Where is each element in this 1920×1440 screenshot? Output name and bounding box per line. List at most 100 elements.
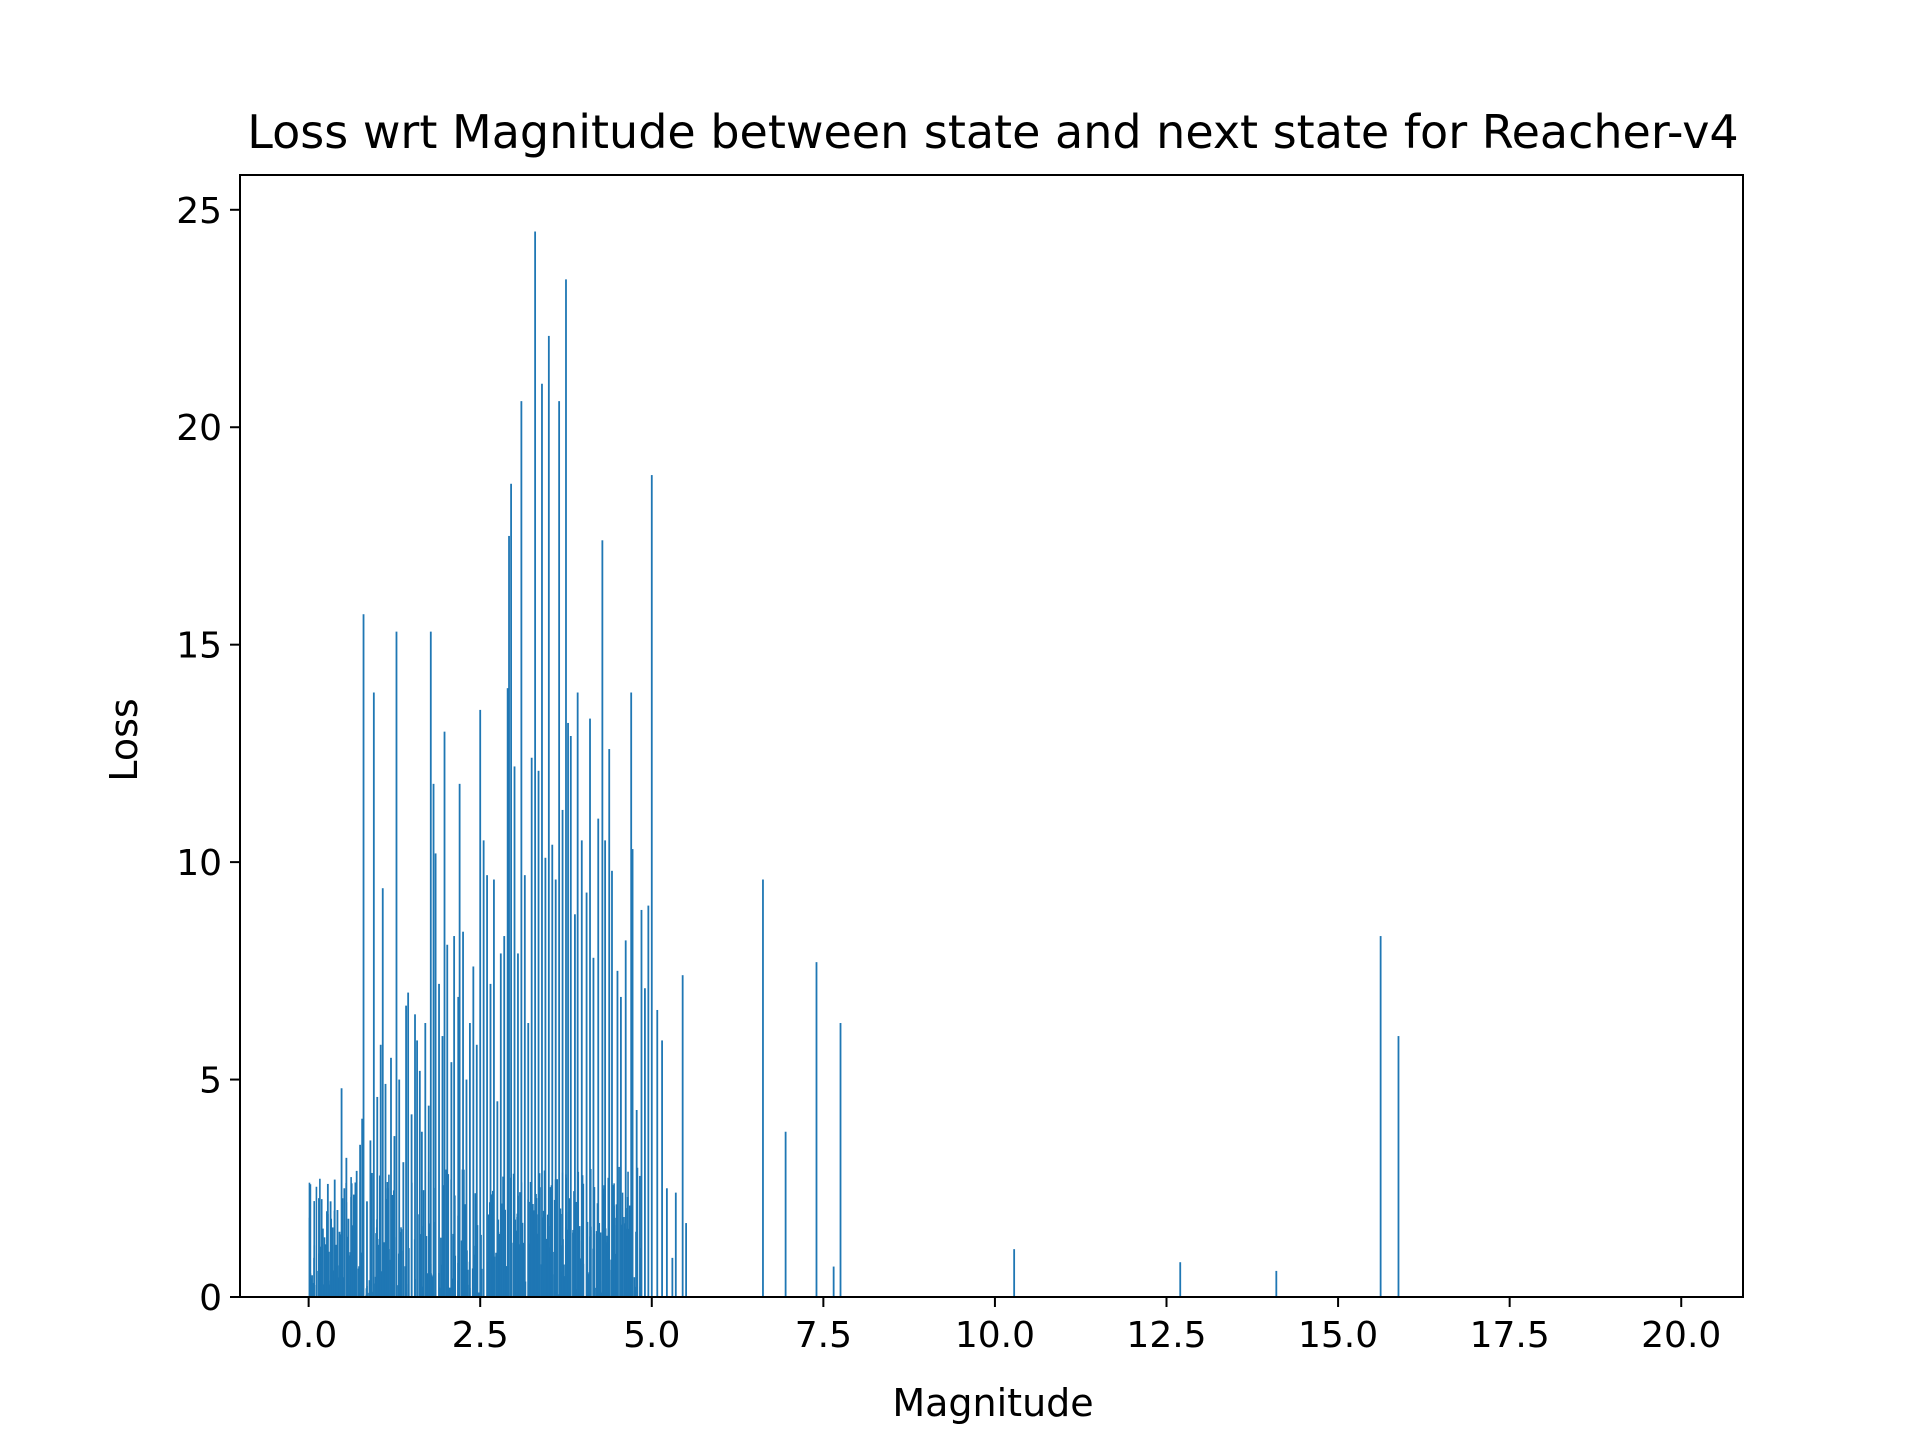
bar — [474, 1193, 477, 1297]
bar — [574, 914, 576, 1297]
bar — [631, 849, 634, 1297]
bar — [395, 631, 398, 1297]
bars — [308, 231, 1400, 1297]
bar — [1379, 936, 1382, 1297]
bar — [429, 631, 432, 1297]
bar — [426, 1273, 429, 1297]
bar — [575, 1201, 577, 1297]
bar — [487, 1214, 490, 1297]
bar — [465, 1079, 468, 1297]
bar — [360, 1254, 362, 1297]
y-tick-label: 20 — [176, 408, 222, 449]
bar — [418, 1070, 421, 1297]
bar — [482, 840, 485, 1297]
bar — [427, 1105, 430, 1297]
bar — [578, 1226, 581, 1297]
bar — [639, 1175, 641, 1297]
bar — [446, 944, 449, 1297]
bar — [623, 1290, 626, 1297]
bar — [647, 905, 650, 1297]
bar — [633, 1277, 636, 1297]
bar — [464, 1204, 466, 1297]
bar — [378, 1175, 381, 1297]
bar — [318, 1253, 320, 1297]
bar — [370, 1172, 373, 1297]
plot-frame — [239, 174, 1744, 1298]
bar — [343, 1188, 346, 1297]
bar — [462, 931, 464, 1297]
y-tick-label: 15 — [176, 626, 222, 667]
bar — [422, 1190, 425, 1297]
bar — [424, 1023, 427, 1297]
bar — [621, 1192, 624, 1297]
bar — [326, 1211, 328, 1297]
bar — [443, 731, 446, 1297]
bar — [496, 1101, 499, 1297]
bar — [350, 1196, 353, 1297]
bar — [613, 1217, 616, 1297]
bar — [498, 1234, 501, 1297]
bar — [523, 875, 526, 1297]
bar — [566, 1229, 568, 1297]
bar — [639, 1286, 641, 1297]
bar — [438, 983, 440, 1297]
bar — [361, 1118, 364, 1297]
bar — [644, 988, 646, 1297]
bar — [321, 1262, 324, 1297]
bar — [623, 1216, 625, 1297]
bar — [538, 1173, 541, 1297]
bar — [450, 1062, 453, 1297]
bar — [681, 975, 684, 1297]
bar — [472, 966, 475, 1297]
bar — [598, 1223, 601, 1297]
bar — [515, 1230, 518, 1297]
bar — [335, 1244, 338, 1297]
bar — [493, 879, 495, 1297]
bar — [386, 1188, 389, 1297]
bar — [319, 1178, 321, 1297]
bar — [405, 1005, 407, 1297]
bar — [606, 1235, 608, 1297]
bar — [628, 1228, 630, 1297]
bar — [460, 1240, 463, 1297]
bar — [432, 783, 435, 1297]
bar — [572, 1232, 574, 1297]
bar — [546, 1214, 549, 1297]
y-tick-label: 25 — [176, 191, 222, 232]
bar — [839, 1023, 842, 1297]
bar — [383, 1242, 386, 1297]
bar — [620, 996, 622, 1297]
bar — [309, 1279, 311, 1297]
bar — [542, 1210, 545, 1297]
bar — [599, 1291, 602, 1297]
bar — [340, 1088, 343, 1297]
bar — [355, 1170, 358, 1297]
bar — [541, 383, 543, 1297]
bar — [315, 1270, 318, 1297]
bar — [595, 1231, 598, 1297]
bar — [671, 1257, 674, 1297]
bar — [416, 1040, 418, 1297]
bar — [551, 844, 554, 1297]
bar — [544, 857, 547, 1297]
x-axis-ticks: 0.0 2.5 5.0 7.5 10.0 12.5 15.0 17.5 20.0 — [280, 1297, 1721, 1356]
bar — [328, 1251, 330, 1297]
bar — [388, 1174, 390, 1297]
bar — [315, 1186, 318, 1297]
x-tick-label: 12.5 — [1126, 1315, 1206, 1356]
bar — [358, 1266, 360, 1297]
bar — [612, 1195, 614, 1297]
bar — [404, 1266, 406, 1297]
bar — [611, 870, 613, 1297]
y-tick-label: 10 — [176, 843, 222, 884]
bar — [545, 1275, 548, 1297]
bar — [434, 853, 437, 1297]
bar — [607, 1177, 610, 1297]
bar — [492, 1190, 494, 1297]
bar — [338, 1231, 341, 1297]
bar — [587, 1274, 590, 1297]
bar — [374, 1283, 377, 1297]
bar — [489, 983, 492, 1297]
bar — [520, 401, 523, 1297]
